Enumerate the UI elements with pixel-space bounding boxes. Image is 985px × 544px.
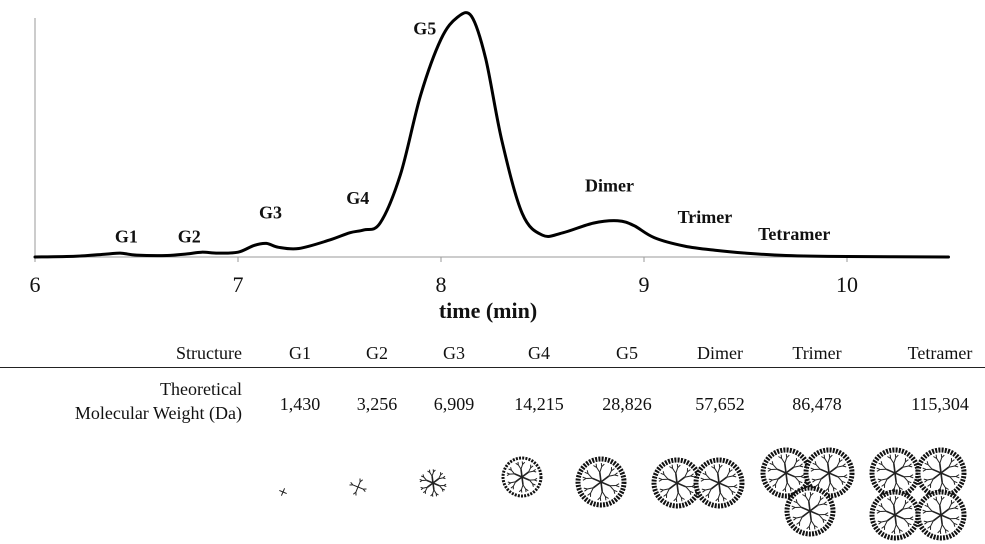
peak-label-g5: G5 [413,18,436,38]
peak-label-g4: G4 [346,188,369,208]
structure-row-label: Structure [176,343,242,363]
dimer-dendrimer-icon [651,457,745,509]
tetramer-dendrimer-icon [869,447,967,541]
peak-label-g2: G2 [178,226,201,246]
molecular-weight-value: 14,215 [514,394,564,414]
G4-dendrimer-icon [501,456,543,498]
x-tick-label: 9 [639,272,650,297]
molecular-weight-value: 1,430 [279,394,321,414]
molecular-weight-value: 3,256 [356,394,398,414]
structure-header-g1: G1 [289,343,311,363]
peak-label-g1: G1 [115,226,138,246]
peak-label-g3: G3 [259,202,282,222]
structure-header-trimer: Trimer [792,343,842,363]
G2-dendrimer-icon [349,478,367,496]
chromatogram-trace [33,11,950,259]
structure-header-tetramer: Tetramer [907,343,973,363]
peak-label-dimer: Dimer [585,176,634,196]
structure-header-g4: G4 [528,343,550,363]
x-tick-label: 7 [233,272,244,297]
structure-header-g5: G5 [616,343,638,363]
mw-row-label-line1: Theoretical [160,379,242,399]
chromatogram-chart: 6 7 8 9 10 G1 G2 G3 G4 G5 Dimer Trimer Tetramer tim… [30,11,950,323]
molecular-weight-value: 28,826 [602,394,652,414]
structure-header-g3: G3 [443,343,465,363]
molecular-weight-value: 57,652 [695,394,745,414]
x-tick-label: 6 [30,272,41,297]
molecular-weight-value: 115,304 [911,394,969,414]
molecular-weight-value: 86,478 [792,394,842,414]
G3-dendrimer-icon [419,469,447,497]
trimer-dendrimer-icon [760,447,855,537]
molecular-weight-value: 6,909 [433,394,475,414]
structure-header-g2: G2 [366,343,388,363]
peak-label-tetramer: Tetramer [758,224,830,244]
table-divider [0,367,985,368]
x-tick-label: 8 [436,272,447,297]
G5-dendrimer-icon [575,456,627,508]
G1-dendrimer-icon [279,488,287,496]
x-tick-label: 10 [836,272,858,297]
structure-header-dimer: Dimer [697,343,743,363]
mw-row-label-line2: Molecular Weight (Da) [74,403,242,423]
x-axis-title: time (min) [439,298,537,323]
peak-label-trimer: Trimer [678,207,733,227]
